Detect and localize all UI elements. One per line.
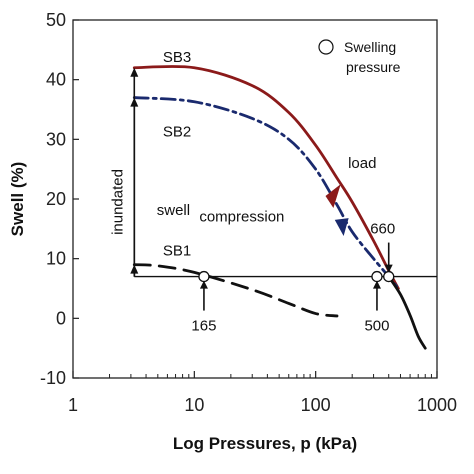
y-tick-label: 40 [46,70,66,90]
y-tick-label: 0 [56,308,66,328]
y-tick-label: -10 [40,368,66,388]
label-sb2: SB2 [163,123,191,140]
legend-marker-swelling-pressure [318,39,334,55]
y-tick-label: 30 [46,129,66,149]
tick-labels-group: -10 0 10 20 30 40 50 1 10 100 1000 [40,10,457,415]
swell-arrow-sb2-head [130,97,139,107]
swelling-pressure-point [198,270,210,283]
plot-frame-group [72,19,438,379]
legend: Swelling pressure [318,39,401,75]
load-arrowhead [325,184,341,208]
series-group [132,65,437,350]
series-line-sb2 [132,96,400,290]
pointer-arrowhead [199,280,208,289]
pointer-arrowhead [372,280,381,289]
x-tick-label: 1000 [417,395,457,415]
label-inundated: inundated [109,169,126,235]
swell-arrow-sb3-head [130,67,139,77]
y-axis-label: Swell (%) [8,162,27,237]
y-tick-label: 10 [46,249,66,269]
legend-label-line1: Swelling [344,39,396,55]
y-tick-label: 20 [46,189,66,209]
y-tick-label: 50 [46,10,66,30]
x-tick-label: 100 [301,395,331,415]
swelling-pressure-label: 660 [370,221,395,238]
legend-label-line2: pressure [346,59,401,75]
series-line-rebound [387,275,427,350]
compression-arrowhead [334,218,349,236]
annotations-group: 165 500 660 SB3 SB2 SB1 swell load compression in… [109,49,395,335]
swell-arrow-sb1-head [130,264,139,274]
swelling-pressure-point [371,270,383,283]
label-sb3: SB3 [163,49,191,66]
x-tick-label: 1 [68,395,78,415]
swelling-pressure-label: 165 [191,318,216,335]
swelling-pressure-point [383,270,395,283]
pointer-arrowhead [384,264,393,273]
series-line-sb3 [132,65,400,290]
x-axis-label: Log Pressures, p (kPa) [173,434,357,453]
series-line-sb1 [132,263,339,318]
label-sb1: SB1 [163,243,191,260]
swelling-pressure-label: 500 [364,318,389,335]
label-load: load [348,155,376,172]
label-compression: compression [199,209,284,226]
label-swell: swell [157,202,190,219]
x-tick-label: 10 [184,395,204,415]
